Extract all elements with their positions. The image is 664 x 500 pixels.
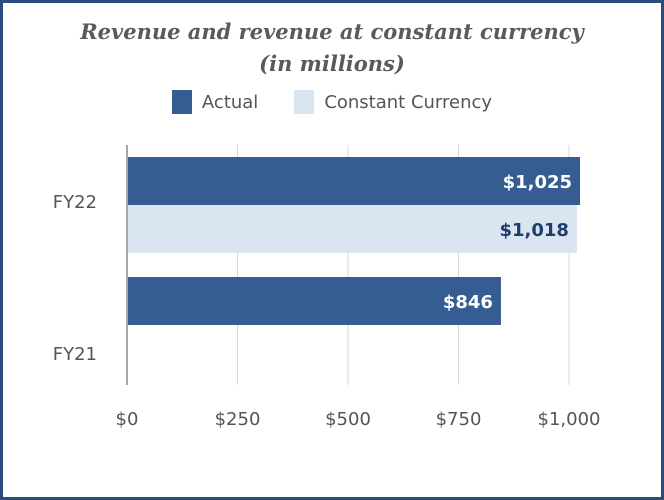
- legend-label-actual: Actual: [201, 91, 259, 113]
- x-tick-label-1: $250: [215, 409, 261, 430]
- category-label-fy21: FY21: [53, 344, 97, 365]
- data-label-fy22-actual: $1,025: [503, 172, 572, 193]
- category-label-fy22: FY22: [53, 192, 97, 213]
- chart-title-line-2: (in millions): [259, 51, 405, 76]
- x-tick-label-3: $750: [436, 409, 482, 430]
- legend-swatch-actual: [171, 90, 192, 114]
- legend-swatch-constant-currency: [294, 90, 315, 114]
- bar-fy22-actual: [127, 157, 581, 205]
- chart-title-line-1: Revenue and revenue at constant currency: [80, 19, 584, 44]
- legend-label-constant-currency: Constant Currency: [324, 91, 493, 113]
- x-tick-label-4: $1,000: [538, 409, 601, 430]
- bar-fy22-constant-currency: [127, 205, 577, 253]
- bar-fy21-actual: [127, 277, 501, 325]
- x-tick-label-0: $0: [116, 409, 139, 430]
- data-label-fy21-actual: $846: [443, 292, 493, 313]
- legend-item-constant-currency: Constant Currency: [294, 90, 492, 114]
- x-tick-label-2: $500: [325, 409, 371, 430]
- legend-item-actual: Actual: [171, 90, 259, 114]
- data-label-fy22-constant-currency: $1,018: [499, 220, 568, 241]
- chart-title: Revenue and revenue at constant currency…: [0, 16, 664, 80]
- chart-legend: Actual Constant Currency: [0, 90, 664, 114]
